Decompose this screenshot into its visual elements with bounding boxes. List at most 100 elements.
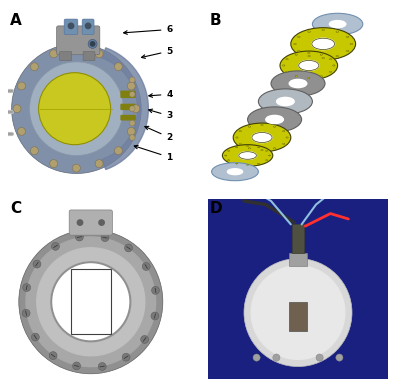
Circle shape [151,312,159,320]
Circle shape [129,120,135,126]
Ellipse shape [258,147,260,148]
FancyBboxPatch shape [83,51,95,61]
Circle shape [33,260,41,268]
Bar [289,253,307,266]
Ellipse shape [295,76,298,77]
Circle shape [127,82,135,90]
Circle shape [88,39,97,48]
FancyBboxPatch shape [82,19,94,34]
Ellipse shape [236,163,238,164]
Ellipse shape [322,57,324,59]
Ellipse shape [322,29,324,30]
Circle shape [253,354,260,361]
Circle shape [90,42,95,46]
Circle shape [50,50,58,58]
Ellipse shape [308,56,310,57]
Circle shape [85,23,91,29]
Ellipse shape [273,148,276,149]
Circle shape [18,128,26,135]
Ellipse shape [246,164,249,165]
FancyBboxPatch shape [121,91,135,97]
Ellipse shape [248,107,302,132]
Ellipse shape [346,50,349,52]
Ellipse shape [329,59,332,60]
Circle shape [22,309,30,317]
Ellipse shape [246,146,249,147]
Ellipse shape [239,152,256,159]
Circle shape [129,77,135,83]
Circle shape [122,353,130,361]
Ellipse shape [252,133,272,142]
Ellipse shape [295,54,298,55]
Circle shape [18,82,26,90]
Ellipse shape [282,65,285,66]
Bar [289,302,307,331]
Ellipse shape [312,13,363,35]
FancyBboxPatch shape [69,210,112,235]
Ellipse shape [294,43,296,44]
FancyBboxPatch shape [60,51,72,61]
Ellipse shape [233,123,291,152]
Circle shape [129,106,135,111]
Ellipse shape [261,149,263,151]
Ellipse shape [329,71,332,72]
Ellipse shape [212,163,258,181]
Circle shape [124,244,132,252]
Bar [292,224,304,253]
Ellipse shape [280,51,338,80]
Ellipse shape [286,71,288,72]
Circle shape [95,160,103,167]
Circle shape [132,105,140,113]
Ellipse shape [291,28,356,60]
Circle shape [19,230,163,374]
Ellipse shape [282,131,285,132]
Circle shape [72,164,80,172]
Circle shape [273,354,280,361]
Ellipse shape [258,163,260,164]
Ellipse shape [277,97,294,106]
Ellipse shape [227,169,243,175]
Circle shape [23,283,31,291]
Circle shape [30,62,123,155]
Circle shape [114,147,122,155]
Text: 3: 3 [149,109,173,120]
Ellipse shape [282,143,285,144]
Text: 6: 6 [124,25,173,34]
Circle shape [73,362,80,370]
Circle shape [95,50,103,58]
Ellipse shape [236,137,238,138]
Ellipse shape [248,126,251,127]
Circle shape [30,147,38,155]
Text: 4: 4 [149,90,173,99]
Text: A: A [10,13,22,28]
Circle shape [32,333,39,341]
Ellipse shape [289,79,307,88]
Circle shape [52,242,60,250]
Circle shape [101,234,109,242]
Text: C: C [10,201,21,216]
Circle shape [114,63,122,70]
Text: D: D [210,201,222,216]
Circle shape [251,266,345,359]
Ellipse shape [308,31,310,32]
Ellipse shape [346,36,349,38]
Circle shape [30,63,38,70]
Ellipse shape [286,137,288,138]
Ellipse shape [248,148,251,149]
Circle shape [336,354,343,361]
Ellipse shape [320,76,322,77]
Circle shape [141,336,148,344]
Circle shape [77,220,83,225]
Ellipse shape [273,126,276,127]
Ellipse shape [299,61,319,70]
Ellipse shape [239,143,242,144]
Ellipse shape [298,50,300,52]
Circle shape [26,237,156,367]
Ellipse shape [258,89,312,114]
Circle shape [99,220,104,225]
Circle shape [68,23,74,29]
Circle shape [72,45,80,53]
Circle shape [129,92,135,97]
Circle shape [244,259,352,367]
Bar [71,269,111,334]
